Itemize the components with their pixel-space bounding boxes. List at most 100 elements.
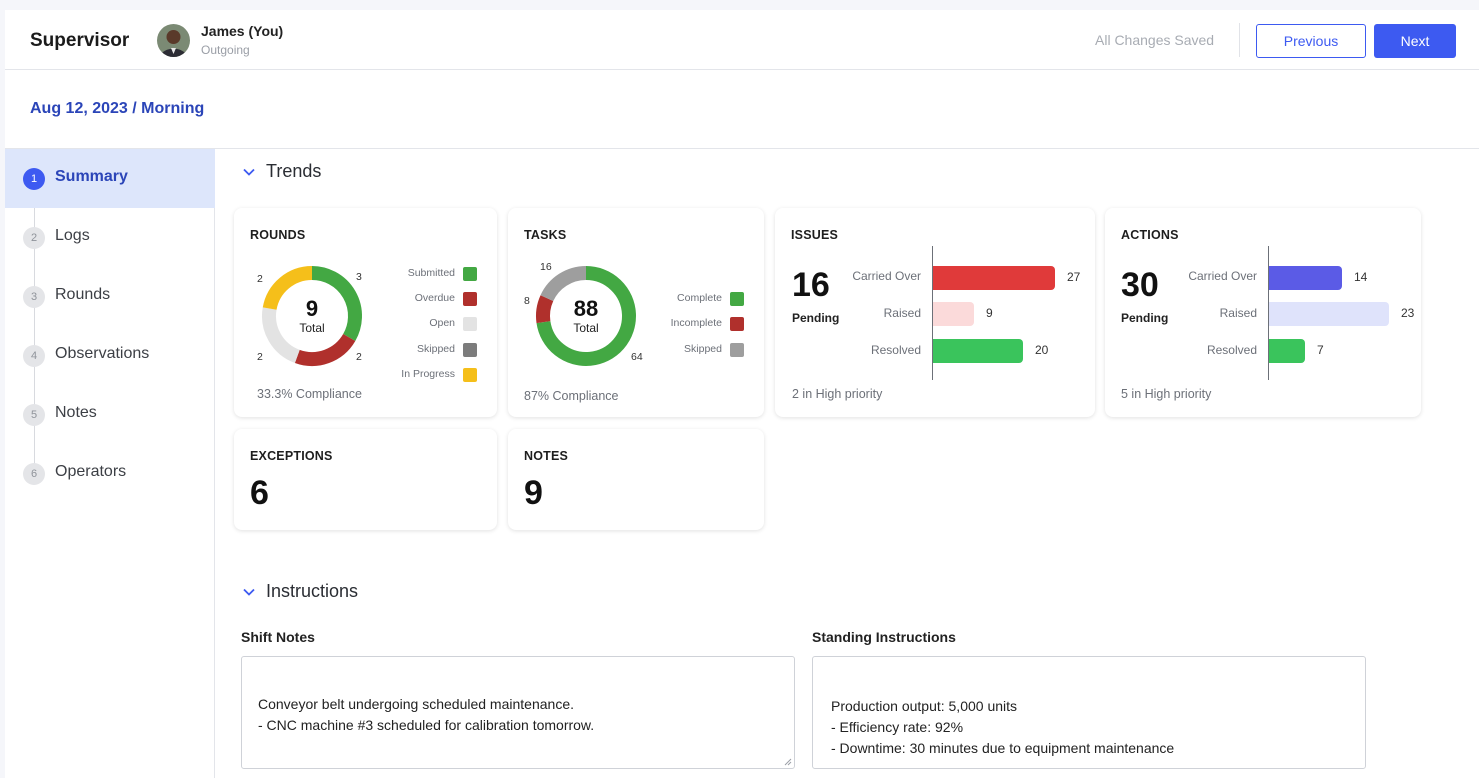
issues-title: ISSUES bbox=[791, 228, 839, 242]
rounds-compliance: 33.3% Compliance bbox=[257, 387, 362, 401]
issues-pending-count: 16 bbox=[792, 266, 830, 304]
issues-card[interactable]: ISSUES 16 Pending Carried Over Raised Re… bbox=[775, 208, 1095, 417]
notes-card[interactable]: NOTES 9 bbox=[508, 429, 764, 530]
step-number: 2 bbox=[23, 227, 45, 249]
bar-value: 20 bbox=[1035, 343, 1049, 357]
step-connector bbox=[34, 179, 35, 474]
donut-value-label: 16 bbox=[540, 261, 552, 273]
sidebar-item-notes[interactable]: 5 Notes bbox=[5, 385, 215, 444]
actions-pending-count: 30 bbox=[1121, 266, 1159, 304]
rounds-card[interactable]: ROUNDS 9 Total 3 2 2 2 Submitted Overdue… bbox=[234, 208, 497, 417]
issues-bar-raised bbox=[933, 302, 974, 326]
chevron-down-icon[interactable] bbox=[242, 165, 256, 179]
chart-axis bbox=[932, 246, 933, 380]
user-role: Outgoing bbox=[201, 43, 250, 57]
shift-notes-label: Shift Notes bbox=[241, 629, 315, 645]
bar-value: 14 bbox=[1354, 270, 1368, 284]
notes-title: NOTES bbox=[524, 449, 569, 463]
issues-pending-label: Pending bbox=[792, 311, 840, 325]
bar-label: Carried Over bbox=[852, 269, 921, 283]
tasks-total-value: 88 bbox=[573, 296, 599, 321]
previous-button[interactable]: Previous bbox=[1256, 24, 1366, 58]
bar-value: 27 bbox=[1067, 270, 1081, 284]
step-number: 1 bbox=[23, 168, 45, 190]
rounds-total-label: Total bbox=[299, 321, 325, 335]
rounds-donut-chart bbox=[262, 266, 362, 366]
step-sidebar: 1 Summary 2 Logs 3 Rounds 4 Observations… bbox=[5, 149, 215, 778]
donut-segment-complete bbox=[536, 266, 636, 366]
tasks-card[interactable]: TASKS 88 Total 64 8 16 Complete Incomple… bbox=[508, 208, 764, 417]
issues-bar-resolved bbox=[933, 339, 1023, 363]
shift-bar: Aug 12, 2023 / Morning bbox=[5, 71, 1479, 149]
tasks-total-label: Total bbox=[573, 321, 599, 335]
shift-date-title: Aug 12, 2023 / Morning bbox=[30, 100, 205, 117]
save-status: All Changes Saved bbox=[1095, 32, 1215, 48]
bar-label: Raised bbox=[1219, 306, 1257, 320]
donut-segment-in-progress bbox=[262, 266, 313, 311]
step-label: Operators bbox=[55, 463, 127, 480]
user-avatar[interactable] bbox=[157, 24, 190, 57]
donut-value-label: 8 bbox=[524, 295, 530, 307]
bar-value: 7 bbox=[1317, 343, 1324, 357]
resize-handle-icon[interactable] bbox=[782, 756, 792, 766]
rounds-total: 9 Total bbox=[282, 296, 342, 336]
donut-value-label: 64 bbox=[631, 351, 643, 363]
exceptions-title: EXCEPTIONS bbox=[250, 449, 333, 463]
standing-instructions-label: Standing Instructions bbox=[812, 629, 956, 645]
tasks-donut-chart bbox=[536, 266, 636, 366]
donut-segment-open bbox=[262, 307, 301, 363]
bar-value: 9 bbox=[986, 306, 993, 320]
app-title: Supervisor bbox=[30, 30, 130, 51]
instructions-heading[interactable]: Instructions bbox=[266, 581, 359, 601]
sidebar-item-rounds[interactable]: 3 Rounds bbox=[5, 267, 215, 326]
step-number: 5 bbox=[23, 404, 45, 426]
rounds-title: ROUNDS bbox=[250, 228, 306, 242]
tasks-compliance: 87% Compliance bbox=[524, 389, 619, 403]
bar-value: 23 bbox=[1401, 306, 1415, 320]
user-name: James (You) bbox=[201, 23, 284, 39]
actions-bar-resolved bbox=[1269, 339, 1305, 363]
issues-bar-carried-over bbox=[933, 266, 1055, 290]
step-label: Notes bbox=[55, 404, 97, 421]
trends-heading[interactable]: Trends bbox=[266, 161, 322, 181]
donut-value-label: 2 bbox=[257, 273, 263, 285]
donut-value-label: 2 bbox=[356, 351, 362, 363]
donut-segment-submitted bbox=[311, 266, 362, 341]
donut-value-label: 3 bbox=[356, 271, 362, 283]
sidebar-item-logs[interactable]: 2 Logs bbox=[5, 208, 215, 267]
actions-priority-note: 5 in High priority bbox=[1121, 387, 1212, 401]
donut-value-label: 2 bbox=[257, 351, 263, 363]
actions-title: ACTIONS bbox=[1121, 228, 1179, 242]
rounds-total-value: 9 bbox=[305, 296, 319, 321]
step-label: Summary bbox=[55, 168, 128, 185]
sidebar-item-operators[interactable]: 6 Operators bbox=[5, 444, 215, 503]
sidebar-item-observations[interactable]: 4 Observations bbox=[5, 326, 215, 385]
actions-card[interactable]: ACTIONS 30 Pending Carried Over Raised R… bbox=[1105, 208, 1421, 417]
header-divider bbox=[1239, 23, 1240, 57]
step-number: 3 bbox=[23, 286, 45, 308]
shift-notes-text: Conveyor belt undergoing scheduled maint… bbox=[258, 696, 595, 733]
standing-instructions-text: Production output: 5,000 units - Efficie… bbox=[831, 698, 1175, 756]
donut-segment-incomplete bbox=[536, 295, 554, 324]
tasks-title: TASKS bbox=[524, 228, 567, 242]
chevron-down-icon[interactable] bbox=[242, 585, 256, 599]
exceptions-card[interactable]: EXCEPTIONS 6 bbox=[234, 429, 497, 530]
bar-label: Carried Over bbox=[1188, 269, 1257, 283]
bar-label: Raised bbox=[883, 306, 921, 320]
chart-axis bbox=[1268, 246, 1269, 380]
standing-instructions-box: Production output: 5,000 units - Efficie… bbox=[812, 656, 1366, 769]
sidebar-item-summary[interactable]: 1 Summary bbox=[5, 149, 215, 208]
next-button[interactable]: Next bbox=[1374, 24, 1456, 58]
shift-notes-textarea[interactable]: Conveyor belt undergoing scheduled maint… bbox=[241, 656, 795, 769]
donut-segment-skipped bbox=[540, 266, 587, 302]
actions-pending-label: Pending bbox=[1121, 311, 1169, 325]
issues-priority-note: 2 in High priority bbox=[792, 387, 883, 401]
actions-bar-carried-over bbox=[1269, 266, 1342, 290]
step-number: 6 bbox=[23, 463, 45, 485]
notes-value: 9 bbox=[524, 474, 543, 512]
exceptions-value: 6 bbox=[250, 474, 269, 512]
step-number: 4 bbox=[23, 345, 45, 367]
app-frame: Supervisor James (You) Outgoing All Chan… bbox=[5, 10, 1479, 778]
bar-label: Resolved bbox=[870, 343, 921, 357]
bar-label: Resolved bbox=[1206, 343, 1257, 357]
